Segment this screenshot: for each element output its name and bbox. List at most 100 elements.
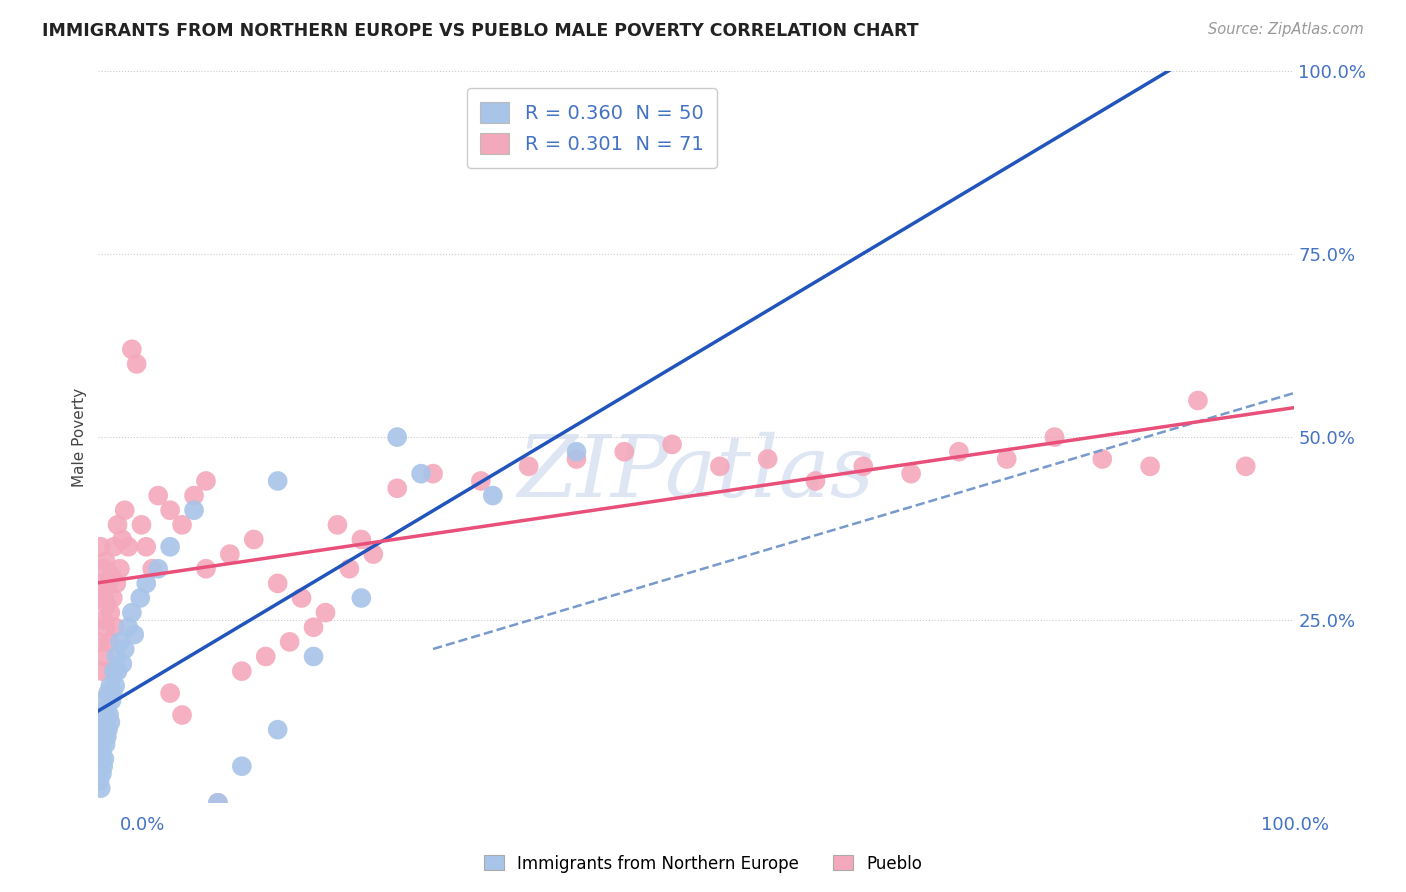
Y-axis label: Male Poverty: Male Poverty (72, 387, 87, 487)
Point (125, 357, 148, 371)
Point (385, 481, 409, 495)
Point (231, 759, 253, 773)
Point (103, 664, 125, 678)
Point (565, 452, 588, 467)
Point (105, 576, 128, 591)
Point (100, 569, 122, 583)
Text: Source: ZipAtlas.com: Source: ZipAtlas.com (1208, 22, 1364, 37)
Point (195, 474, 218, 488)
Legend: Immigrants from Northern Europe, Pueblo: Immigrants from Northern Europe, Pueblo (478, 848, 928, 880)
Point (91, 708, 114, 723)
Point (661, 437, 683, 451)
Text: 100.0%: 100.0% (1261, 816, 1329, 834)
Point (219, 547, 242, 561)
Point (278, 635, 301, 649)
Point (93, 649, 115, 664)
Point (91, 723, 114, 737)
Point (107, 664, 129, 678)
Point (411, 467, 433, 481)
Point (111, 533, 134, 547)
Point (96, 730, 118, 744)
Point (756, 452, 779, 467)
Point (94, 708, 117, 723)
Point (91, 759, 114, 773)
Legend: R = 0.360  N = 50, R = 0.301  N = 71: R = 0.360 N = 50, R = 0.301 N = 71 (467, 88, 717, 168)
Point (93, 723, 115, 737)
Point (565, 444, 588, 458)
Point (91, 730, 114, 744)
Point (363, 547, 385, 561)
Point (131, 517, 153, 532)
Point (804, 474, 827, 488)
Point (97, 723, 120, 737)
Point (101, 591, 124, 605)
Point (117, 540, 139, 554)
Point (105, 649, 128, 664)
Point (172, 708, 194, 723)
Point (108, 635, 131, 649)
Point (90, 591, 112, 605)
Point (89, 759, 111, 773)
Point (94, 554, 117, 568)
Point (267, 723, 290, 737)
Point (89, 773, 111, 788)
Point (1139, 459, 1161, 474)
Point (481, 489, 505, 503)
Text: IMMIGRANTS FROM NORTHERN EUROPE VS PUEBLO MALE POVERTY CORRELATION CHART: IMMIGRANTS FROM NORTHERN EUROPE VS PUEBL… (42, 22, 918, 40)
Point (350, 591, 373, 605)
Point (1187, 393, 1209, 408)
Point (114, 503, 136, 517)
Point (121, 606, 143, 620)
Point (98, 708, 121, 723)
Point (135, 576, 157, 591)
Point (90, 737, 112, 751)
Point (1091, 452, 1114, 467)
Point (183, 503, 205, 517)
Point (948, 444, 970, 458)
Point (159, 503, 181, 517)
Point (91, 576, 114, 591)
Point (385, 430, 409, 444)
Point (107, 517, 129, 532)
Point (148, 489, 170, 503)
Point (108, 562, 131, 576)
Point (94, 620, 117, 634)
Point (91, 745, 114, 759)
Point (103, 540, 125, 554)
Point (135, 540, 157, 554)
Point (339, 562, 361, 576)
Point (315, 606, 337, 620)
Point (104, 620, 127, 634)
Point (267, 474, 290, 488)
Point (470, 474, 492, 488)
Point (254, 649, 277, 664)
Point (100, 693, 122, 707)
Point (91, 562, 114, 576)
Point (422, 467, 444, 481)
Point (302, 620, 325, 634)
Point (117, 620, 139, 634)
Point (89, 635, 111, 649)
Point (148, 562, 170, 576)
Point (91, 664, 114, 678)
Point (98, 635, 121, 649)
Point (98, 715, 122, 730)
Text: ZIPatlas: ZIPatlas (517, 433, 875, 515)
Point (90, 752, 112, 766)
Point (98, 679, 122, 693)
Point (90, 540, 112, 554)
Point (231, 664, 253, 678)
Point (852, 459, 875, 474)
Point (101, 686, 124, 700)
Point (195, 562, 218, 576)
Point (613, 444, 636, 458)
Point (90, 781, 112, 796)
Point (111, 657, 134, 671)
Point (96, 700, 118, 714)
Point (93, 752, 115, 766)
Point (207, 796, 229, 810)
Point (1043, 430, 1066, 444)
Point (900, 467, 922, 481)
Point (94, 737, 117, 751)
Point (267, 576, 290, 591)
